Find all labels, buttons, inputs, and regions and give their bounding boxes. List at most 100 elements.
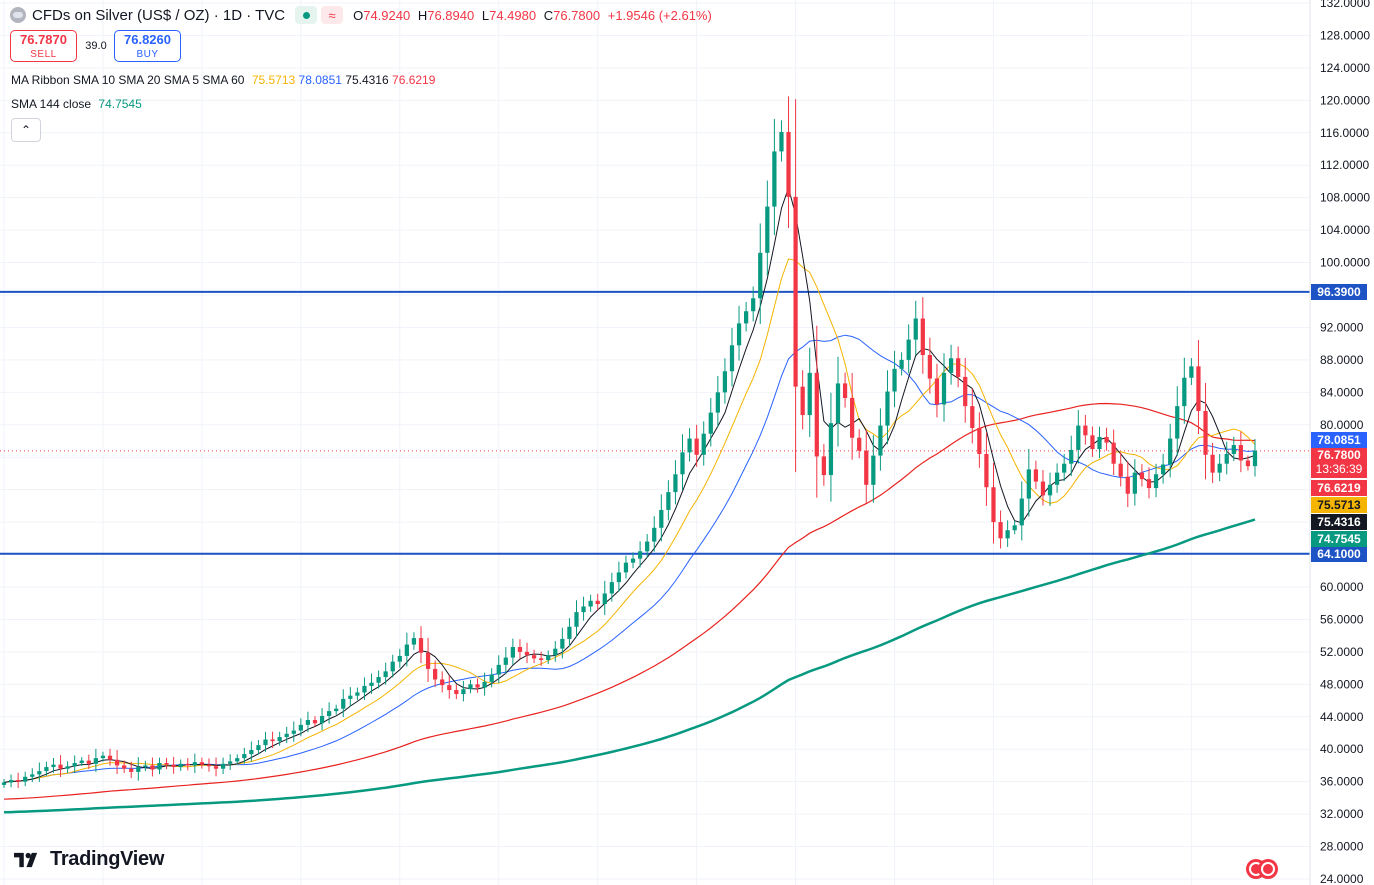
- candle-body: [199, 762, 205, 765]
- last-price-value: 76.7800: [1317, 448, 1361, 463]
- candle-body: [715, 392, 720, 413]
- candle-body: [1005, 530, 1010, 539]
- candle-body: [666, 492, 671, 510]
- candle-body: [857, 437, 862, 451]
- open-value: 74.9240: [363, 7, 411, 23]
- candle-body: [220, 763, 226, 769]
- candle-body: [1026, 469, 1031, 499]
- sma20-badge: 78.0851: [1311, 432, 1367, 449]
- candle-body: [58, 764, 63, 769]
- price-tick-label: 44.0000: [1320, 710, 1364, 724]
- candle-body: [673, 474, 678, 493]
- candle-body: [235, 758, 240, 762]
- candle-body: [107, 755, 113, 760]
- candle-body: [1111, 442, 1116, 464]
- sma60-value: 76.6219: [392, 73, 436, 87]
- price-tick-label: 48.0000: [1320, 677, 1364, 691]
- price-tick-label: 80.0000: [1320, 418, 1364, 432]
- candle-body: [171, 764, 176, 768]
- price-tick-label: 24.0000: [1320, 872, 1364, 885]
- candle-body: [1175, 406, 1180, 439]
- candle-body: [326, 711, 332, 716]
- candle-body: [23, 776, 28, 782]
- candle-body: [1047, 484, 1053, 496]
- candle-body: [659, 509, 664, 528]
- candle-body: [736, 323, 742, 346]
- price-tick-label: 52.0000: [1320, 645, 1364, 659]
- candle-body: [807, 372, 812, 416]
- candle-body: [1231, 445, 1236, 454]
- candle-body: [687, 438, 692, 453]
- candle-body: [312, 720, 318, 724]
- buy-button[interactable]: 76.8260 BUY: [114, 30, 181, 62]
- sell-price: 76.7870: [20, 32, 67, 47]
- candle-body: [779, 131, 784, 152]
- price-tick-label: 28.0000: [1320, 840, 1364, 854]
- price-tick-label: 112.0000: [1320, 158, 1369, 172]
- sell-button[interactable]: 76.7870 SELL: [10, 30, 77, 62]
- sma5-line: [3, 186, 1256, 783]
- price-tick-label: 88.0000: [1320, 353, 1364, 367]
- candle-body: [228, 761, 233, 764]
- last-price-badge: 76.7800 13:36:39: [1311, 448, 1367, 479]
- low-value: 74.4980: [489, 7, 537, 23]
- candle-body: [800, 386, 805, 416]
- candle-body: [263, 739, 268, 746]
- candle-body: [751, 298, 756, 312]
- sma144-legend[interactable]: SMA 144 close 74.7545: [11, 97, 142, 111]
- candle-body: [72, 763, 77, 767]
- candle-body: [433, 668, 438, 680]
- candle-body: [1040, 481, 1046, 496]
- candle-body: [630, 558, 636, 563]
- candle-body: [390, 661, 395, 672]
- candle-body: [906, 339, 911, 360]
- candle-body: [213, 766, 219, 769]
- candle-body: [1203, 410, 1208, 455]
- candle-body: [305, 720, 311, 725]
- candle-body: [348, 695, 353, 699]
- candle-body: [136, 767, 141, 772]
- buy-price: 76.8260: [124, 32, 171, 47]
- price-tick-label: 108.0000: [1320, 191, 1370, 205]
- change-value: +1.9546 (+2.61%): [607, 7, 712, 23]
- wave-icon: ≈: [321, 6, 344, 24]
- candle-body: [850, 398, 855, 438]
- candle-body: [899, 359, 904, 369]
- candle-body: [892, 368, 897, 392]
- candle-body: [553, 648, 558, 656]
- ma-ribbon-legend[interactable]: MA Ribbon SMA 10 SMA 20 SMA 5 SMA 60 75.…: [11, 73, 435, 87]
- sma144-name: SMA 144 close: [11, 97, 92, 111]
- candle-body: [765, 206, 770, 253]
- candle-body: [100, 755, 106, 759]
- candle-body: [376, 677, 381, 683]
- candle-body: [242, 754, 247, 759]
- candle-body: [934, 378, 940, 405]
- candle-body: [1062, 463, 1067, 473]
- price-tick-label: 124.0000: [1320, 61, 1370, 75]
- candle-body: [150, 765, 155, 770]
- candle-body: [637, 551, 643, 559]
- chart-legend-header: CFDs on Silver (US$ / OZ) · 1D · TVC ≈ O…: [10, 4, 716, 26]
- buy-label: BUY: [136, 49, 159, 60]
- spread-value: 39.0: [85, 40, 107, 52]
- flag-icon[interactable]: [1244, 858, 1280, 880]
- symbol-title[interactable]: CFDs on Silver (US$ / OZ) · 1D · TVC: [32, 6, 286, 24]
- collapse-legend-button[interactable]: ⌃: [11, 118, 41, 142]
- candle-body: [129, 768, 134, 772]
- candle-body: [574, 612, 579, 627]
- candle-body: [1139, 472, 1145, 480]
- candle-body: [531, 655, 537, 659]
- candle-body: [927, 355, 933, 379]
- candle-body: [708, 412, 713, 434]
- candle-body: [1217, 463, 1222, 473]
- candle-body: [270, 739, 275, 742]
- candle-body: [786, 131, 791, 197]
- candle-body: [383, 671, 388, 678]
- candle-body: [998, 522, 1003, 539]
- candle-body: [517, 647, 523, 652]
- candle-body: [984, 453, 989, 488]
- tradingview-logo[interactable]: TradingView: [14, 848, 164, 871]
- level-price-badge: 96.3900: [1311, 283, 1367, 300]
- candle-body: [298, 724, 303, 731]
